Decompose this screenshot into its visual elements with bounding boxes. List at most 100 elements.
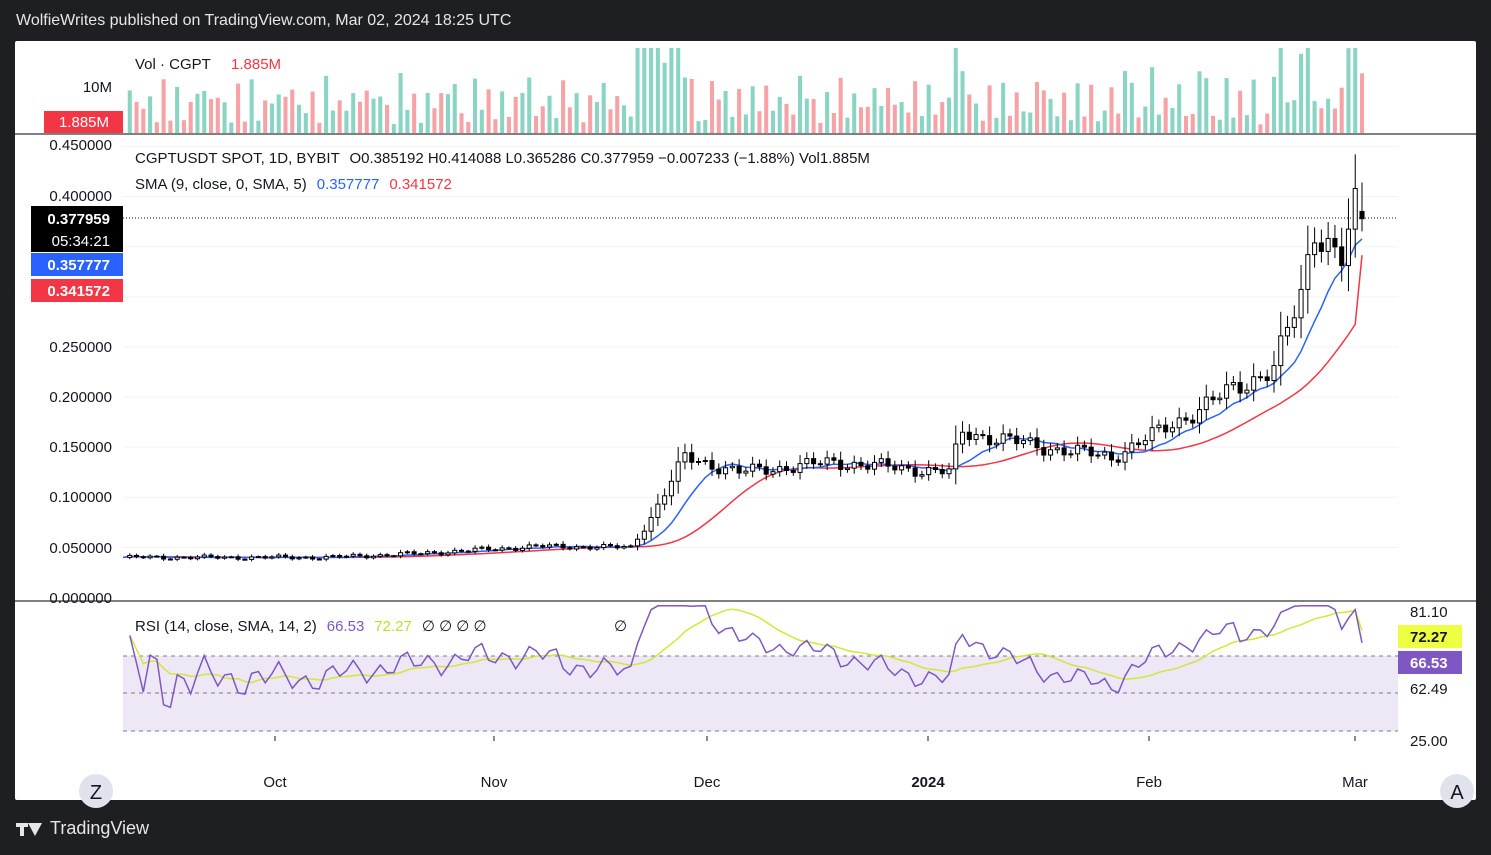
footer-brand[interactable]: TradingView (16, 818, 149, 839)
volume-bar (127, 90, 132, 133)
candle-body (621, 545, 627, 549)
candle-body (783, 466, 790, 472)
candle-body (167, 558, 173, 561)
rsi-line (129, 605, 1363, 709)
candle-body (262, 556, 268, 559)
volume-bar (1339, 87, 1344, 133)
volume-bar (858, 107, 864, 133)
candle-body (580, 546, 586, 549)
volume-bar (479, 109, 484, 133)
time-axis[interactable]: Oct Nov Dec 2024 Feb Mar (263, 736, 1368, 791)
volume-bar (1001, 82, 1006, 133)
price-axis[interactable]: 0.450000 0.400000 0.250000 0.200000 0.15… (49, 137, 112, 607)
rsi-legend-sma: 72.27 (374, 618, 412, 635)
x-axis-label: Mar (1342, 774, 1368, 791)
volume-bar (1183, 116, 1188, 133)
volume-bar (527, 77, 532, 133)
volume-bar (357, 101, 362, 133)
candle-body (242, 558, 248, 561)
candle-body (723, 467, 729, 475)
volume-bar (1271, 76, 1277, 133)
candle-body (519, 547, 525, 551)
volume-bar (1062, 92, 1067, 133)
publisher-header: WolfieWrites published on TradingView.co… (16, 12, 512, 29)
candle-body (303, 556, 309, 559)
volume-bar (181, 120, 186, 133)
candle-body (885, 458, 891, 467)
candle-body (736, 465, 742, 474)
candle-body (540, 545, 546, 548)
volume-bar (154, 122, 159, 133)
volume-bar (547, 95, 552, 133)
candle-body (282, 554, 289, 558)
candle-body (614, 545, 620, 549)
candle-body (1284, 326, 1291, 337)
price-tick-label: 0.200000 (49, 389, 112, 406)
volume-bar (913, 81, 918, 133)
volume-bar (737, 88, 742, 133)
candle-body (1054, 447, 1060, 451)
zoom-button[interactable] (79, 774, 113, 808)
volume-bar (1231, 117, 1236, 133)
rsi-legend-label: RSI (14, close, SMA, 14, 2) (135, 618, 317, 635)
candle-body (1325, 237, 1331, 252)
candle-body (1136, 442, 1142, 446)
candle-body (391, 555, 397, 558)
volume-bar (290, 89, 295, 133)
candle-body (1122, 451, 1128, 463)
auto-scale-button[interactable] (1440, 774, 1474, 808)
candle-body (289, 556, 295, 560)
volume-bar (242, 121, 247, 133)
volume-bar (344, 110, 349, 133)
x-axis-label: Nov (481, 774, 508, 791)
volume-bar (222, 102, 227, 133)
candle-body (1020, 440, 1027, 445)
volume-bar (831, 112, 836, 133)
candle-body (668, 480, 674, 497)
volume-title: Vol · CGPT (135, 56, 211, 73)
volume-bar (1211, 115, 1216, 133)
price-legend-symbol: CGPTUSDT SPOT, 1D, BYBIT O0.385192 H0.414… (135, 150, 870, 167)
candle-body (1095, 454, 1101, 457)
candle-body (134, 554, 140, 558)
volume-bar (1007, 115, 1012, 133)
volume-bar (655, 48, 660, 133)
volume-bar (1156, 114, 1161, 133)
candle-body (689, 452, 695, 463)
candle-body (1014, 435, 1020, 445)
volume-bar (770, 110, 775, 133)
candle-body (472, 547, 478, 552)
volume-bar (615, 96, 620, 133)
volume-bar (703, 119, 708, 133)
volume-bar (533, 115, 539, 133)
volume-bar (1224, 77, 1229, 133)
volume-bar (818, 122, 823, 133)
volume-bar (283, 96, 288, 133)
candle-body (1027, 437, 1033, 442)
volume-bar (960, 71, 965, 133)
price-tick-label: 0.250000 (49, 339, 112, 356)
candle-body (662, 495, 668, 505)
candle-body (851, 461, 857, 469)
price-tag-countdown: 05:34:21 (52, 233, 110, 250)
volume-bar (838, 77, 843, 133)
volume-bar (1204, 78, 1209, 133)
volume-bar (662, 62, 667, 133)
volume-bar (750, 86, 755, 133)
volume-bar (1021, 111, 1026, 133)
volume-bar (899, 102, 904, 133)
candle-body (919, 474, 925, 477)
candle-body (682, 452, 688, 463)
volume-bar (445, 94, 451, 133)
volume-bar (1238, 90, 1243, 133)
candle-body (1332, 237, 1338, 248)
candle-body (425, 551, 431, 555)
candle-body (797, 463, 803, 473)
volume-bar (825, 91, 830, 133)
zoom-button-label: Z (90, 782, 102, 804)
candle-body (838, 459, 844, 470)
candle-body (899, 465, 905, 471)
volume-bar (980, 120, 985, 133)
volume-bar (974, 103, 979, 133)
